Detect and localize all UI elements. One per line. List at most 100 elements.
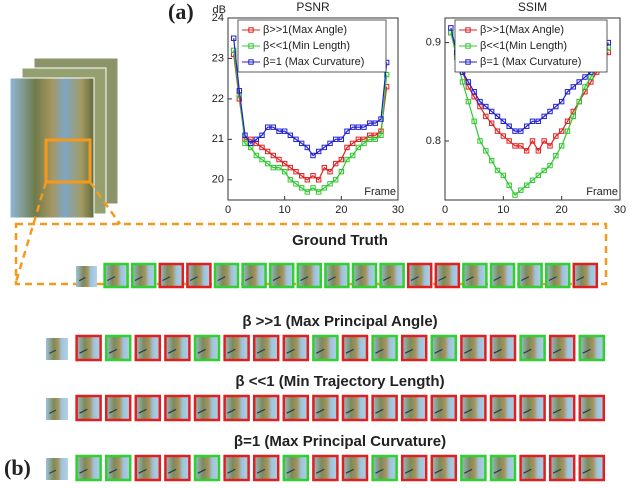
input-frames: [10, 58, 118, 218]
thumbnail: [324, 263, 349, 288]
legend-label: β>>1(Max Angle): [263, 24, 347, 36]
thumbnail: [431, 395, 457, 421]
y-tick-label: 0.8: [426, 135, 441, 147]
y-tick-label: 21: [212, 133, 224, 145]
x-axis-label: Frame: [364, 186, 396, 198]
thumbnail: [224, 395, 250, 421]
legend-label: β<<1(Min Length): [263, 40, 350, 52]
y-tick-label: 24: [212, 12, 224, 24]
chart-title: PSNR: [296, 0, 330, 14]
thumbnail: [164, 455, 190, 481]
strip-title: β >>1 (Max Principal Angle): [242, 313, 437, 330]
thumbnail: [135, 395, 161, 421]
thumbnail: [135, 335, 161, 361]
thumbnail: [431, 455, 457, 481]
thumbnail: [269, 263, 294, 288]
legend-label: β=1 (Max Curvature): [480, 56, 581, 68]
thumbnail: [214, 263, 239, 288]
thumbnail: [283, 395, 309, 421]
thumbnail: [490, 335, 516, 361]
thumbnail: [76, 455, 102, 481]
legend-label: β<<1(Min Length): [480, 40, 567, 52]
frame-strip: β=1 (Max Principal Curvature): [46, 433, 605, 481]
thumbnail: [76, 395, 102, 421]
thumbnail: [520, 455, 546, 481]
thumbnail: [104, 263, 129, 288]
y-tick-label: 22: [212, 93, 224, 105]
thumbnail: [545, 263, 570, 288]
thumbnail: [520, 335, 546, 361]
thumbnail: [342, 395, 368, 421]
legend-label: β=1 (Max Curvature): [263, 56, 364, 68]
x-tick-label: 0: [225, 204, 231, 216]
thumbnail: [490, 395, 516, 421]
thumbnail: [253, 395, 279, 421]
legend-label: β>>1(Max Angle): [480, 24, 564, 36]
thumbnail: [435, 263, 460, 288]
thumbnail: [460, 455, 486, 481]
thumbnail: [520, 395, 546, 421]
thumbnail: [186, 263, 211, 288]
thumbnail: [431, 335, 457, 361]
x-tick-label: 30: [614, 204, 626, 216]
thumbnail: [76, 266, 97, 287]
thumbnail: [105, 455, 131, 481]
x-tick-label: 20: [556, 204, 568, 216]
thumbnail: [401, 395, 427, 421]
thumbnail: [164, 395, 190, 421]
y-tick-label: 23: [212, 52, 224, 64]
thumbnail: [297, 263, 322, 288]
thumbnail: [352, 263, 377, 288]
thumbnail: [401, 335, 427, 361]
series-line: [234, 54, 387, 179]
thumbnail: [194, 395, 220, 421]
strip-title: β <<1 (Min Trajectory Length): [235, 373, 444, 390]
thumbnail: [159, 263, 184, 288]
thumbnail: [283, 335, 309, 361]
thumbnail: [372, 335, 398, 361]
thumbnail: [46, 338, 68, 360]
frame-strip: β <<1 (Min Trajectory Length): [46, 373, 605, 421]
panel-label: (b): [4, 455, 31, 480]
thumbnail: [490, 455, 516, 481]
frame-strip: Ground Truth: [76, 232, 598, 288]
thumbnail: [372, 395, 398, 421]
panel-label: (a): [168, 0, 194, 24]
strip-title: β=1 (Max Principal Curvature): [234, 433, 446, 450]
x-axis-label: Frame: [586, 186, 618, 198]
thumbnail: [372, 455, 398, 481]
thumbnail: [490, 263, 515, 288]
thumbnail: [194, 335, 220, 361]
thumbnail: [253, 335, 279, 361]
y-tick-label: 0.9: [426, 37, 441, 49]
thumbnail: [579, 455, 605, 481]
thumbnail: [342, 335, 368, 361]
thumbnail: [462, 263, 487, 288]
thumbnail: [342, 455, 368, 481]
thumbnail: [460, 395, 486, 421]
thumbnail: [76, 335, 102, 361]
thumbnail: [224, 335, 250, 361]
strip-title: Ground Truth: [292, 232, 388, 249]
thumbnail: [549, 335, 575, 361]
thumbnail: [312, 335, 338, 361]
thumbnail: [46, 398, 68, 420]
thumbnail: [105, 395, 131, 421]
thumbnail: [549, 455, 575, 481]
thumbnail: [283, 455, 309, 481]
thumbnail: [224, 455, 250, 481]
x-tick-label: 0: [442, 204, 448, 216]
thumbnail: [135, 455, 161, 481]
thumbnail: [312, 455, 338, 481]
thumbnail: [407, 263, 432, 288]
frame-strip: β >>1 (Max Principal Angle): [46, 313, 605, 361]
thumbnail: [46, 458, 68, 480]
thumbnail: [131, 263, 156, 288]
figure: (a) (b) PSNRdBFrame20212223240102030β>>1…: [0, 0, 632, 488]
thumbnail: [573, 263, 598, 288]
thumbnail: [105, 335, 131, 361]
x-tick-label: 30: [392, 204, 404, 216]
x-tick-label: 20: [335, 204, 347, 216]
thumbnail: [312, 395, 338, 421]
thumbnail: [579, 335, 605, 361]
